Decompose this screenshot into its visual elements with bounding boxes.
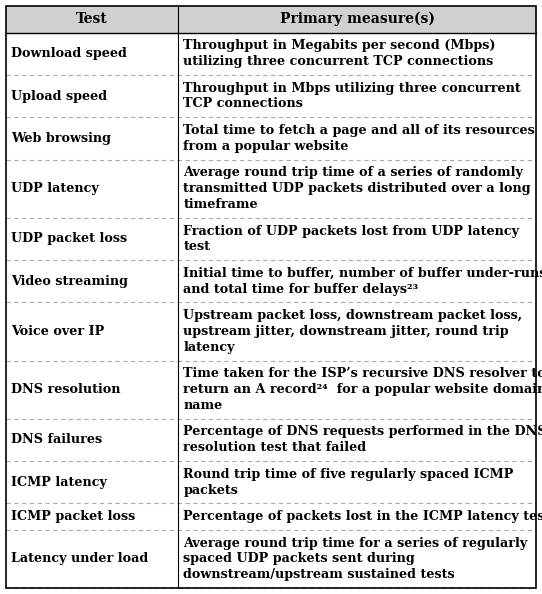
- Text: from a popular website: from a popular website: [183, 140, 349, 153]
- Text: return an A record²⁴  for a popular website domain: return an A record²⁴ for a popular websi…: [183, 383, 542, 396]
- Text: packets: packets: [183, 484, 238, 497]
- Text: and total time for buffer delays²³: and total time for buffer delays²³: [183, 283, 418, 296]
- Text: transmitted UDP packets distributed over a long: transmitted UDP packets distributed over…: [183, 182, 531, 195]
- Bar: [6, 75, 536, 117]
- Text: Throughput in Megabits per second (Mbps): Throughput in Megabits per second (Mbps): [183, 39, 496, 52]
- Text: Download speed: Download speed: [11, 48, 127, 60]
- Bar: [6, 260, 536, 302]
- Bar: [6, 461, 536, 503]
- Text: downstream/upstream sustained tests: downstream/upstream sustained tests: [183, 568, 455, 581]
- Bar: [6, 302, 536, 361]
- Text: Percentage of packets lost in the ICMP latency test: Percentage of packets lost in the ICMP l…: [183, 510, 542, 523]
- Text: DNS resolution: DNS resolution: [11, 383, 120, 396]
- Bar: [6, 530, 536, 588]
- Text: Video streaming: Video streaming: [11, 275, 128, 287]
- Bar: [6, 419, 536, 461]
- Text: Average round trip time for a series of regularly: Average round trip time for a series of …: [183, 537, 527, 549]
- Bar: [6, 218, 536, 260]
- Text: Upload speed: Upload speed: [11, 90, 107, 103]
- Text: UDP packet loss: UDP packet loss: [11, 232, 127, 245]
- Text: Total time to fetch a page and all of its resources: Total time to fetch a page and all of it…: [183, 124, 535, 137]
- Text: Initial time to buffer, number of buffer under-runs: Initial time to buffer, number of buffer…: [183, 267, 542, 280]
- Text: Web browsing: Web browsing: [11, 132, 111, 145]
- Text: utilizing three concurrent TCP connections: utilizing three concurrent TCP connectio…: [183, 55, 494, 68]
- Text: Throughput in Mbps utilizing three concurrent: Throughput in Mbps utilizing three concu…: [183, 82, 521, 95]
- Text: Upstream packet loss, downstream packet loss,: Upstream packet loss, downstream packet …: [183, 309, 522, 322]
- Text: ICMP latency: ICMP latency: [11, 476, 107, 489]
- Text: spaced UDP packets sent during: spaced UDP packets sent during: [183, 552, 415, 565]
- Text: Latency under load: Latency under load: [11, 552, 149, 565]
- Bar: [6, 33, 536, 75]
- Text: UDP latency: UDP latency: [11, 182, 99, 195]
- Text: timeframe: timeframe: [183, 198, 258, 211]
- Text: resolution test that failed: resolution test that failed: [183, 441, 366, 454]
- Text: test: test: [183, 241, 210, 253]
- Text: Percentage of DNS requests performed in the DNS: Percentage of DNS requests performed in …: [183, 425, 542, 438]
- Text: upstream jitter, downstream jitter, round trip: upstream jitter, downstream jitter, roun…: [183, 325, 509, 338]
- Bar: [6, 160, 536, 218]
- Text: name: name: [183, 399, 223, 412]
- Text: DNS failures: DNS failures: [11, 433, 102, 446]
- Text: Time taken for the ISP’s recursive DNS resolver to: Time taken for the ISP’s recursive DNS r…: [183, 367, 542, 380]
- Text: Primary measure(s): Primary measure(s): [280, 12, 435, 27]
- Bar: [6, 6, 536, 33]
- Text: latency: latency: [183, 341, 235, 353]
- Text: ICMP packet loss: ICMP packet loss: [11, 510, 136, 523]
- Text: Round trip time of five regularly spaced ICMP: Round trip time of five regularly spaced…: [183, 467, 514, 481]
- Bar: [6, 361, 536, 419]
- Text: TCP connections: TCP connections: [183, 97, 303, 110]
- Bar: [6, 503, 536, 530]
- Bar: [6, 117, 536, 160]
- Text: Average round trip time of a series of randomly: Average round trip time of a series of r…: [183, 166, 523, 179]
- Text: Voice over IP: Voice over IP: [11, 325, 104, 338]
- Text: Test: Test: [76, 12, 108, 26]
- Text: Fraction of UDP packets lost from UDP latency: Fraction of UDP packets lost from UDP la…: [183, 225, 519, 238]
